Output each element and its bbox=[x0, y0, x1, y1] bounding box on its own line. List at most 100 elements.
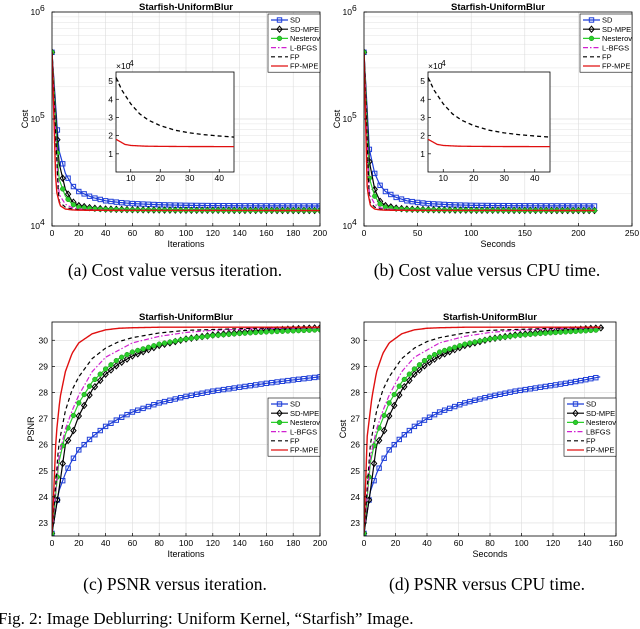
y-tick-exponent: 4 bbox=[352, 217, 357, 227]
x-tick-label: 40 bbox=[101, 538, 111, 548]
y-tick-label: 10 bbox=[343, 7, 353, 17]
inset-y-tick-label: 1 bbox=[108, 149, 113, 159]
y-tick-label: 10 bbox=[343, 221, 353, 231]
series-point-sd-mpe bbox=[113, 362, 120, 370]
series-point-sd bbox=[135, 407, 141, 413]
x-tick-label: 80 bbox=[154, 228, 164, 238]
y-tick-label: 10 bbox=[31, 114, 41, 124]
legend-label-fp-mpe: FP-MPE bbox=[602, 62, 630, 71]
series-point-nesterov bbox=[177, 337, 184, 343]
series-point-sd-mpe bbox=[416, 366, 423, 374]
x-tick-label: 20 bbox=[391, 538, 401, 548]
series-point-nesterov bbox=[236, 330, 243, 337]
series-point-sd bbox=[124, 200, 130, 206]
x-tick-label: 40 bbox=[101, 228, 111, 238]
series-point-nesterov bbox=[467, 340, 473, 346]
chart-title: Starfish-UniformBlur bbox=[139, 2, 233, 13]
x-tick-label: 200 bbox=[313, 538, 327, 548]
legend-marker-sd-mpe bbox=[572, 409, 579, 417]
series-point-sd bbox=[557, 381, 564, 387]
series-line-fp-mpe bbox=[364, 326, 601, 534]
inset-y-tick-label: 4 bbox=[108, 94, 113, 104]
series-point-nesterov bbox=[436, 349, 443, 355]
series-point-sd bbox=[472, 397, 478, 403]
series-point-sd-mpe bbox=[123, 355, 131, 363]
series-point-nesterov bbox=[532, 331, 539, 337]
series-point-sd bbox=[414, 199, 421, 206]
series-point-sd bbox=[482, 394, 488, 401]
series-point-nesterov bbox=[537, 330, 544, 337]
legend-marker-sd-mpe bbox=[276, 409, 283, 417]
inset-y-tick-label: 2 bbox=[108, 131, 113, 141]
series-point-nesterov bbox=[210, 332, 216, 339]
legend-label-fp: FP bbox=[602, 53, 612, 62]
series-point-nesterov bbox=[547, 330, 554, 336]
y-tick-label: 24 bbox=[39, 492, 49, 502]
series-point-nesterov bbox=[156, 341, 162, 347]
inset-y-tick-label: 3 bbox=[108, 112, 113, 122]
series-point-nesterov bbox=[194, 334, 200, 341]
series-point-sd bbox=[421, 417, 428, 423]
series-point-sd bbox=[381, 455, 387, 461]
series-point-nesterov bbox=[258, 329, 264, 335]
x-tick-label: 140 bbox=[577, 538, 591, 548]
series-point-nesterov bbox=[426, 354, 433, 360]
series-line-fp bbox=[364, 326, 601, 534]
series-point-sd bbox=[431, 411, 438, 418]
y-tick-label: 25 bbox=[351, 466, 361, 476]
series-point-sd bbox=[86, 193, 93, 199]
series-point-sd bbox=[411, 423, 418, 430]
series-point-nesterov bbox=[247, 330, 253, 336]
legend-label-nesterov: Nesterov bbox=[290, 34, 320, 43]
figure-caption: Fig. 2: Image Deblurring: Uniform Kernel… bbox=[0, 609, 413, 628]
chart-c: 0 20 40 60 80 100 120 140 160 180 200 23 24 25 26 27 28 2… bbox=[26, 312, 327, 559]
series-point-sd bbox=[70, 455, 77, 461]
series-point-nesterov bbox=[172, 338, 178, 344]
series-point-sd bbox=[60, 161, 66, 167]
series-point-nesterov bbox=[129, 349, 136, 355]
series-point-sd-mpe bbox=[431, 355, 438, 363]
series-point-nesterov bbox=[188, 335, 195, 341]
series-point-sd bbox=[398, 196, 405, 202]
y-axis-label: Cost bbox=[20, 109, 30, 128]
inset-y-tick-label: 5 bbox=[420, 76, 425, 86]
series-point-sd bbox=[118, 414, 125, 420]
series-point-sd bbox=[425, 200, 432, 207]
series-point-nesterov bbox=[457, 343, 463, 349]
legend-label-sd: SD bbox=[290, 400, 301, 409]
series-point-nesterov bbox=[86, 383, 93, 389]
series-point-sd bbox=[145, 403, 152, 410]
series-point-sd bbox=[436, 409, 443, 415]
series-point-sd-mpe bbox=[380, 426, 388, 435]
series-point-nesterov bbox=[285, 328, 291, 334]
y-tick-exponent: 5 bbox=[352, 110, 357, 120]
series-point-sd bbox=[97, 427, 103, 434]
series-point-sd bbox=[92, 195, 98, 201]
legend-box bbox=[563, 397, 617, 457]
series-point-sd bbox=[382, 188, 389, 195]
y-tick-label: 29 bbox=[39, 361, 49, 371]
series-point-nesterov bbox=[588, 327, 594, 334]
series-point-sd bbox=[372, 170, 378, 177]
series-point-nesterov bbox=[441, 347, 448, 354]
series-point-nesterov bbox=[204, 333, 211, 339]
inset-y-tick-label: 3 bbox=[420, 112, 425, 122]
inset-x-tick-label: 10 bbox=[439, 173, 449, 183]
y-tick-label: 24 bbox=[351, 492, 361, 502]
x-tick-label: 0 bbox=[50, 228, 55, 238]
legend-label-lbfgs: LBFGS bbox=[586, 427, 611, 436]
series-point-sd bbox=[467, 398, 473, 405]
series-point-sd-mpe bbox=[91, 382, 99, 391]
series-point-nesterov bbox=[557, 329, 564, 335]
series-point-sd-mpe bbox=[375, 436, 383, 445]
series-point-sd bbox=[215, 387, 221, 394]
inset-x-tick-label: 40 bbox=[215, 173, 225, 183]
legend-label-sd-mpe: SD-MPE bbox=[290, 409, 319, 418]
y-tick-label: 26 bbox=[39, 440, 49, 450]
y-axis-label: Cost bbox=[332, 109, 342, 128]
x-tick-label: 60 bbox=[128, 228, 138, 238]
legend-marker-sd bbox=[276, 17, 283, 23]
series-point-nesterov bbox=[92, 376, 98, 383]
